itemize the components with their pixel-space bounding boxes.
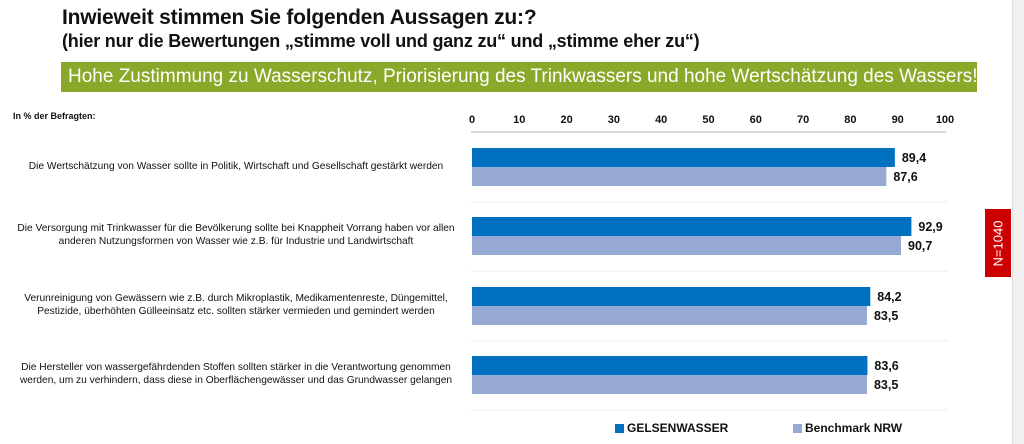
data-label: 84,2 xyxy=(877,290,901,304)
data-label: 83,5 xyxy=(874,309,898,323)
bar-benchmark xyxy=(472,306,867,325)
sample-size-badge: N=1040 xyxy=(985,209,1011,277)
category-label-line: werden, um zu verhindern, dass diese in … xyxy=(19,375,453,386)
category-label: Verunreinigung von Gewässern wie z.B. du… xyxy=(6,292,466,318)
legend-item-gelsenwasser: GELSENWASSER xyxy=(615,421,728,435)
category-label: Die Hersteller von wassergefährdenden St… xyxy=(6,361,466,387)
bar-gelsenwasser xyxy=(472,287,871,306)
bar-benchmark xyxy=(472,375,867,394)
category-label-line: Pestizide, überhöhten Gülleeinsatz etc. … xyxy=(37,306,435,317)
x-tick-label: 60 xyxy=(750,114,762,126)
category-label-line: Die Versorgung mit Trinkwasser für die B… xyxy=(17,223,455,234)
legend-swatch-primary xyxy=(615,423,624,433)
x-tick-label: 20 xyxy=(560,114,572,126)
bar-benchmark xyxy=(472,167,887,186)
data-label: 83,6 xyxy=(874,359,898,373)
category-label-line: Verunreinigung von Gewässern wie z.B. du… xyxy=(24,293,448,304)
chart-title: Inwieweit stimmen Sie folgenden Aussagen… xyxy=(62,6,537,29)
x-tick-label: 50 xyxy=(702,114,714,126)
legend-swatch-benchmark xyxy=(793,423,802,433)
category-label: Die Wertschätzung von Wasser sollte in P… xyxy=(6,160,466,173)
legend-label-benchmark: Benchmark NRW xyxy=(805,421,903,435)
category-label-line: anderen Nutzungsformen von Wasser wie z.… xyxy=(58,236,414,247)
category-label: Die Versorgung mit Trinkwasser für die B… xyxy=(6,222,466,248)
bar-gelsenwasser xyxy=(472,148,895,167)
x-tick-label: 30 xyxy=(608,114,620,126)
category-label-line: Die Hersteller von wassergefährdenden St… xyxy=(21,362,451,373)
legend-item-benchmark: Benchmark NRW xyxy=(793,421,902,435)
x-tick-label: 70 xyxy=(797,114,809,126)
headline-banner: Hohe Zustimmung zu Wasserschutz, Prioris… xyxy=(61,62,977,92)
x-tick-label: 10 xyxy=(513,114,525,126)
data-label: 83,5 xyxy=(874,378,898,392)
chart-subtitle: (hier nur die Bewertungen „stimme voll u… xyxy=(62,31,700,51)
data-label: 92,9 xyxy=(918,220,942,234)
x-tick-label: 100 xyxy=(936,114,954,126)
x-tick-label: 0 xyxy=(469,114,475,126)
data-label: 89,4 xyxy=(902,151,926,165)
vertical-scrollbar[interactable] xyxy=(1012,0,1024,444)
bar-gelsenwasser xyxy=(472,356,868,375)
unit-label: In % der Befragten: xyxy=(13,111,96,121)
bar-benchmark xyxy=(472,236,902,255)
data-label: 87,6 xyxy=(893,170,917,184)
x-tick-label: 40 xyxy=(655,114,667,126)
x-tick-label: 80 xyxy=(844,114,856,126)
data-label: 90,7 xyxy=(908,239,932,253)
x-tick-label: 90 xyxy=(892,114,904,126)
sample-size-text: N=1040 xyxy=(990,220,1006,266)
legend-label-primary: GELSENWASSER xyxy=(627,421,729,435)
category-label-line: Die Wertschätzung von Wasser sollte in P… xyxy=(28,160,444,172)
bar-gelsenwasser xyxy=(472,217,912,236)
